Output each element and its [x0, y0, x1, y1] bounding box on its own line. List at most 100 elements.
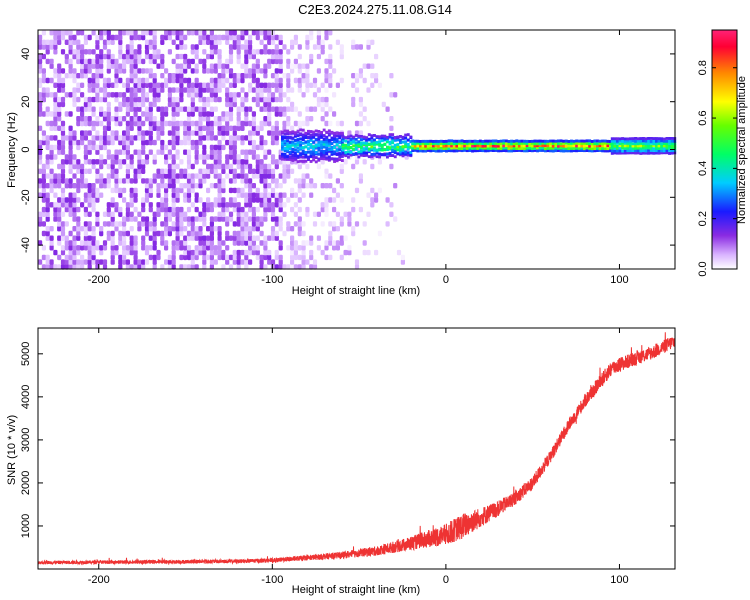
heatmap-cell [186, 82, 192, 88]
heatmap-cell [68, 159, 73, 165]
heatmap-cell [171, 154, 176, 160]
heatmap-cell [221, 206, 226, 213]
heatmap-band-cell [338, 158, 342, 161]
heatmap-cell [118, 135, 123, 141]
heatmap-band-cell [642, 139, 645, 143]
heatmap-cell [179, 240, 184, 246]
heatmap-cell [244, 254, 249, 261]
heatmap-cell [217, 202, 222, 208]
heatmap-cell [110, 230, 115, 237]
heatmap-cell [293, 245, 298, 251]
heatmap-cell [240, 30, 245, 36]
heatmap-band-cell [662, 149, 666, 153]
heatmap-band-cell [347, 150, 350, 154]
heatmap-cell [60, 96, 66, 103]
heatmap-cell [141, 264, 146, 270]
heatmap-cell [274, 216, 279, 222]
heatmap-cell [45, 77, 50, 84]
heatmap-cell [190, 216, 195, 222]
heatmap-cell [343, 235, 348, 241]
heatmap-cell [305, 116, 310, 122]
heatmap-cell [83, 116, 88, 122]
heatmap-band-cell [544, 144, 547, 148]
heatmap-cell [251, 63, 256, 69]
heatmap-cell [240, 120, 245, 127]
heatmap-cell [263, 168, 268, 174]
heatmap-band-cell [583, 139, 586, 143]
heatmap-cell [354, 87, 360, 93]
heatmap-cell [248, 206, 253, 213]
heatmap-cell [232, 39, 237, 45]
heatmap-band-cell [567, 140, 571, 143]
heatmap-band-cell [424, 147, 428, 151]
heatmap-cell [60, 235, 66, 241]
heatmap-cell [194, 254, 199, 261]
heatmap-cell [156, 53, 161, 60]
heatmap-cell [171, 39, 176, 45]
heatmap-cell [160, 235, 165, 241]
heatmap-cell [38, 216, 43, 222]
heatmap-cell [225, 259, 230, 265]
heatmap-cell [91, 159, 96, 165]
heatmap-cell [354, 187, 360, 194]
heatmap-cell [175, 34, 180, 41]
heatmap-cell [41, 197, 46, 203]
heatmap-cell [213, 197, 218, 203]
heatmap-cell [259, 68, 264, 74]
heatmap-band-cell [517, 142, 521, 145]
heatmap-cell [225, 154, 230, 160]
heatmap-cell [370, 63, 375, 69]
heatmap-band-cell [525, 139, 529, 143]
heatmap-cell [45, 197, 50, 203]
heatmap-cell [91, 120, 96, 127]
heatmap-cell [259, 125, 264, 131]
heatmap-cell [110, 39, 115, 45]
heatmap-cell [144, 106, 150, 112]
heatmap-band-cell [525, 144, 529, 147]
heatmap-cell [198, 230, 203, 237]
heatmap-cell [91, 163, 96, 170]
heatmap-cell [102, 125, 108, 131]
heatmap-cell [152, 96, 157, 103]
heatmap-cell [91, 58, 96, 65]
heatmap-band-cell [320, 149, 323, 153]
heatmap-cell [240, 249, 245, 256]
heatmap-band-cell [291, 156, 295, 160]
heatmap-cell [366, 192, 371, 198]
heatmap-band-cell [442, 149, 446, 152]
heatmap-cell [125, 125, 130, 131]
heatmap-band-cell [335, 159, 339, 163]
heatmap-cell [110, 53, 115, 60]
heatmap-cell [137, 44, 142, 50]
heatmap-cell [72, 139, 77, 146]
heatmap-cell [209, 34, 214, 41]
heatmap-band-cell [304, 140, 308, 144]
heatmap-cell [186, 192, 192, 198]
heatmap-cell [183, 254, 188, 261]
heatmap-band-cell [662, 151, 666, 155]
heatmap-cell [259, 230, 264, 237]
heatmap-band-cell [347, 155, 350, 159]
heatmap-cell [129, 235, 134, 241]
heatmap-cell [263, 240, 268, 246]
heatmap-band-cell [401, 135, 405, 139]
heatmap-cell [297, 111, 302, 117]
heatmap-cell [102, 130, 108, 136]
heatmap-band-cell [585, 139, 589, 143]
heatmap-cell [209, 120, 214, 127]
heatmap-cell [102, 111, 108, 117]
heatmap-band-cell [296, 160, 300, 164]
heatmap-cell [186, 125, 192, 131]
heatmap-cell [125, 149, 130, 155]
heatmap-band-cell [554, 149, 558, 153]
heatmap-cell [129, 245, 134, 251]
heatmap-cell [255, 249, 260, 256]
heatmap-band-cell [562, 149, 566, 153]
heatmap-band-cell [476, 141, 480, 145]
heatmap-cell [255, 245, 260, 251]
heatmap-band-cell [570, 139, 573, 143]
heatmap-cell [240, 168, 245, 174]
heatmap-band-cell [409, 153, 413, 157]
heatmap-band-cell [668, 144, 671, 148]
heatmap-cell [179, 73, 184, 79]
